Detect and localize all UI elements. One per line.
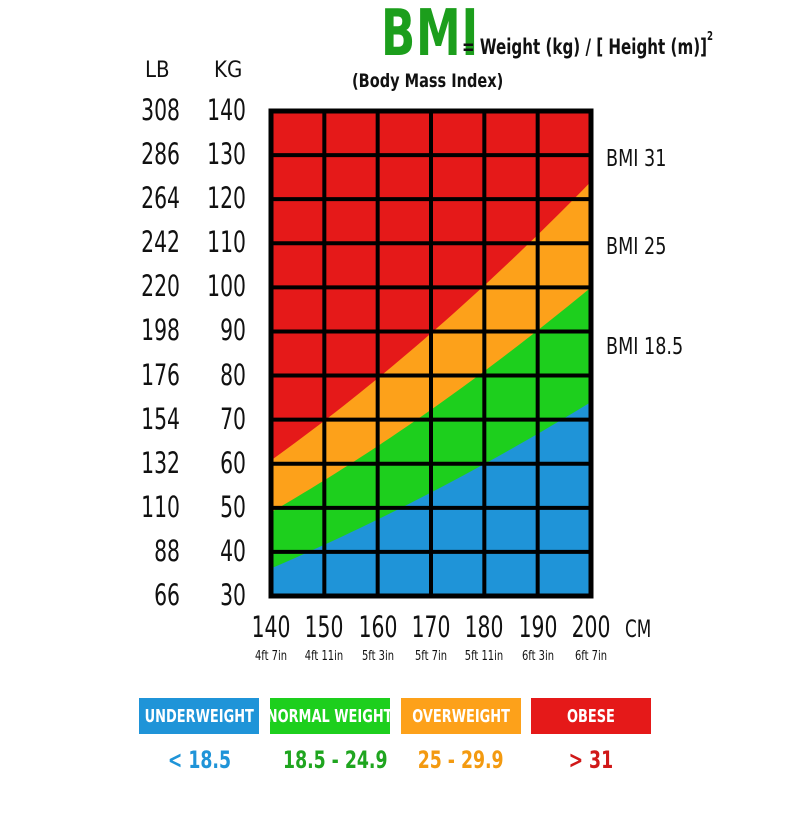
x-tick-cm: 180 <box>464 610 504 644</box>
y-tick-lb: 264 <box>141 181 180 216</box>
y-tick-lb: 154 <box>141 401 180 436</box>
y-tick-kg: 120 <box>207 181 246 216</box>
y-tick-lb: 242 <box>141 225 180 260</box>
formula-text: = Weight (kg) / [ Height (m)] <box>462 35 708 59</box>
y-tick-kg: 50 <box>220 489 246 524</box>
x-tick-cm: 160 <box>358 610 398 644</box>
y-tick-lb: 308 <box>141 93 180 127</box>
bmi-threshold-label: BMI 31 <box>606 146 667 172</box>
legend-label: UNDERWEIGHT <box>144 705 254 727</box>
x-tick-cm: 150 <box>304 610 344 644</box>
x-tick-ft: 5ft 3in <box>361 649 394 664</box>
y-tick-kg: 70 <box>220 401 246 436</box>
x-tick-ft: 5ft 7in <box>414 649 448 664</box>
y-tick-kg: 130 <box>207 137 246 172</box>
plot-border <box>268 108 594 599</box>
y-tick-lb: 220 <box>141 269 180 304</box>
x-tick-ft: 4ft 7in <box>254 649 288 664</box>
y-tick-kg: 80 <box>220 357 246 392</box>
y-tick-lb: 66 <box>154 578 180 612</box>
legend-range: > 31 <box>531 746 651 774</box>
y-tick-kg: 110 <box>207 225 246 260</box>
legend-range: < 18.5 <box>139 746 259 774</box>
y-tick-lb: 198 <box>141 313 180 348</box>
legend-swatch: OBESE <box>531 698 651 734</box>
y-tick-kg: 100 <box>207 269 246 304</box>
x-unit-label: CM <box>625 615 652 643</box>
kg-axis-header: KG <box>214 58 243 83</box>
y-tick-kg: 90 <box>220 313 246 348</box>
formula-exponent: 2 <box>707 29 714 43</box>
legend-range-text: < 18.5 <box>167 746 231 774</box>
x-tick-ft: 6ft 3in <box>521 649 554 664</box>
x-tick-cm: 200 <box>571 610 611 644</box>
legend-swatch: NORMAL WEIGHT <box>267 698 393 734</box>
chart-subtitle: (Body Mass Index) <box>352 70 504 92</box>
legend-label: OBESE <box>567 705 615 727</box>
y-tick-lb: 88 <box>154 533 180 568</box>
legend-range-text: > 31 <box>568 746 614 774</box>
x-tick-ft: 6ft 7in <box>574 649 608 664</box>
x-tick-cm: 190 <box>518 610 558 644</box>
legend-label: NORMAL WEIGHT <box>267 705 393 727</box>
y-tick-kg: 140 <box>207 93 246 127</box>
y-tick-kg: 60 <box>220 445 246 480</box>
y-tick-lb: 110 <box>141 489 180 524</box>
x-tick-cm: 170 <box>411 610 451 644</box>
bmi-formula: = Weight (kg) / [ Height (m)]2 <box>462 30 713 58</box>
y-tick-kg: 40 <box>220 533 246 568</box>
x-tick-ft: 4ft 11in <box>305 649 344 664</box>
bmi-threshold-label: BMI 18.5 <box>606 334 684 360</box>
bmi-threshold-label: BMI 25 <box>606 234 667 260</box>
x-tick-ft: 5ft 11in <box>465 649 504 664</box>
y-tick-kg: 30 <box>220 578 246 612</box>
legend-range: 18.5 - 24.9 <box>270 746 390 774</box>
y-tick-lb: 132 <box>141 445 180 480</box>
legend-swatch: OVERWEIGHT <box>401 698 521 734</box>
x-tick-cm: 140 <box>251 610 291 644</box>
chart-title: BMI <box>381 0 479 71</box>
y-tick-lb: 176 <box>141 357 180 392</box>
legend-range-text: 18.5 - 24.9 <box>283 746 388 774</box>
y-tick-lb: 286 <box>141 137 180 172</box>
legend-range: 25 - 29.9 <box>401 746 521 774</box>
legend-swatch: UNDERWEIGHT <box>139 698 259 734</box>
lb-axis-header: LB <box>145 58 170 83</box>
legend-label: OVERWEIGHT <box>412 705 510 727</box>
legend-range-text: 25 - 29.9 <box>418 746 504 774</box>
